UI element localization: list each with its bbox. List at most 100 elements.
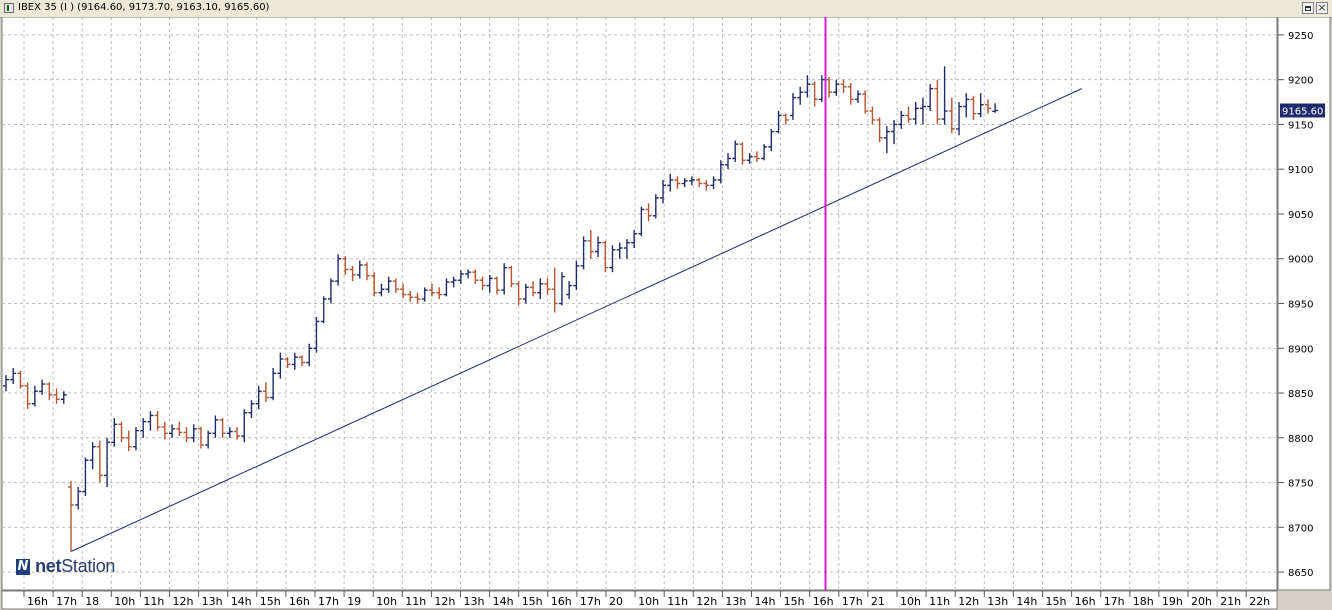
ohlc-bar [775,111,782,134]
ohlc-bar [132,427,139,451]
close-button[interactable]: × [1316,1,1328,14]
ohlc-bar [508,265,515,288]
ohlc-bar [255,385,262,410]
ohlc-bar [623,239,630,259]
ohlc-bar [479,276,486,291]
time-tick-label: 17h [580,595,601,608]
ohlc-bar [782,113,789,125]
ohlc-bar [262,382,269,402]
time-tick-label: 14h [231,595,252,608]
price-tick-label: 9050 [1288,210,1313,221]
logo-text: netStation [35,556,115,576]
ohlc-bar [905,106,912,123]
ohlc-bar [176,421,183,437]
price-tick-label: 8950 [1288,300,1313,311]
time-tick-label: 16h [289,595,310,608]
logo-text-regular: Station [61,556,116,576]
ohlc-bar [833,79,840,96]
ohlc-bar [212,415,219,438]
ohlc-bar [125,430,132,452]
ohlc-bar [645,203,652,222]
ohlc-bar [558,272,565,306]
time-tick-label: 16h [813,595,834,608]
time-axis-labels: 16h 17h 18 10h 11h 12h 13h 14h 15h 16h 17h 19 10h 11h… [23,591,1270,608]
last-price-text: 9165.60 [1282,106,1323,117]
ohlc-bar [587,230,594,259]
ohlc-bar [169,424,176,438]
ohlc-bar [10,367,17,385]
ohlc-bar [270,367,277,401]
ohlc-bar [205,430,212,449]
time-tick-label: 14h [755,595,776,608]
ohlc-bar [746,153,753,164]
time-tick-label: 15h [522,595,543,608]
ohlc-bar [992,103,999,113]
ohlc-bar [739,142,746,165]
ohlc-bar [392,278,399,293]
time-tick-label: 12h [173,595,194,608]
ohlc-bar [407,290,414,302]
ohlc-chart[interactable]: 8650 8700 8750 8800 8850 8900 8950 9000 9050 9100… [0,17,1332,610]
ohlc-bar [183,427,190,443]
restore-button[interactable] [1302,2,1314,14]
time-tick-label: 12h [696,595,717,608]
price-tick-label: 8800 [1288,434,1313,445]
ohlc-bar [400,283,407,299]
ohlc-bar [472,269,479,284]
price-tick-label: 8900 [1288,344,1313,355]
ohlc-bar [789,93,796,120]
ohlc-bar [46,382,53,401]
ohlc-bar [551,267,558,313]
ohlc-bar [970,95,977,120]
price-tick-label: 9250 [1288,31,1313,42]
ohlc-bar [335,254,342,286]
time-tick-label: 16h [1075,595,1096,608]
ohlc-bar [17,370,24,389]
ohlc-bar [544,278,551,295]
netstation-logo: N netStation [16,556,115,576]
ohlc-bar [609,245,616,273]
ohlc-bar [486,274,493,293]
ohlc-bar [364,262,370,281]
ohlc-bar [956,102,963,136]
time-tick-label: 10h [114,595,135,608]
ohlc-bar [299,355,306,367]
ohlc-bar [862,90,869,114]
grid-lines [2,17,1277,590]
ohlc-bar [912,102,919,125]
price-tick-label: 8700 [1288,523,1313,534]
ohlc-bar [768,128,775,152]
time-tick-label: 11h [405,595,426,608]
time-tick-label: 22h [1249,595,1270,608]
ohlc-bar [327,278,334,304]
ohlc-bar [616,242,623,259]
ohlc-bar [919,97,926,125]
ohlc-bar [147,410,154,431]
ohlc-bar [96,440,103,483]
ohlc-bar [450,276,457,288]
ohlc-bar [306,343,313,367]
ohlc-bar [818,75,825,103]
ohlc-bar [234,427,241,440]
ohlc-bar [811,81,818,107]
ohlc-bar [378,283,385,297]
ohlc-bar [414,292,421,304]
ohlc-bar [876,117,883,143]
time-tick-label: 21h [1220,595,1241,608]
time-tick-label: 19 [347,595,361,608]
time-tick-label: 10h [638,595,659,608]
trendline [70,88,1082,552]
ohlc-bar [898,111,905,129]
ohlc-bar [82,457,89,496]
ohlc-bar [241,409,248,443]
ohlc-bar [804,75,811,98]
ohlc-bar [652,194,659,219]
ohlc-bar [963,93,970,118]
ohlc-bar [320,296,327,324]
ohlc-bar [703,179,710,191]
ohlc-bar [31,385,38,407]
time-tick-label: 13h [725,595,746,608]
ohlc-bar [421,287,428,302]
price-tick-label: 8850 [1288,389,1313,400]
ohlc-bar [356,260,363,279]
